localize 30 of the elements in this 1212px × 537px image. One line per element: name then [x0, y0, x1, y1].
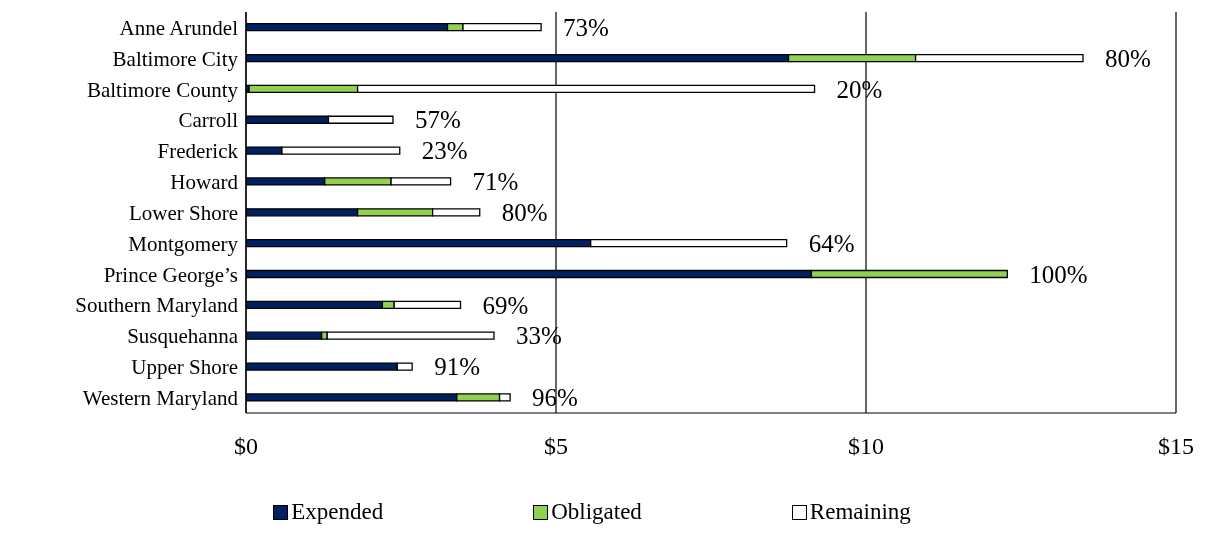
annotation: 100%: [1029, 260, 1088, 288]
y-tick-label: Western Maryland: [82, 386, 239, 411]
y-tick-label: Carroll: [178, 108, 239, 133]
y-tick-label: Montgomery: [128, 231, 239, 256]
annotation: 23%: [421, 137, 468, 165]
annotation: 80%: [501, 199, 548, 226]
y-tick-label: Baltimore City: [112, 46, 239, 71]
legend-label: Remaining: [808, 499, 911, 525]
annotation: 69%: [482, 291, 529, 319]
y-tick-label: Anne Arundel: [119, 15, 239, 40]
y-tick-label: Southern Maryland: [75, 293, 239, 318]
y-tick-label: Lower Shore: [128, 200, 238, 225]
y-tick-label: Upper Shore: [131, 355, 238, 380]
annotation: 80%: [1105, 44, 1151, 72]
annotation: 71%: [472, 168, 519, 196]
x-tick-label: $0: [234, 433, 258, 460]
x-tick-label: $10: [848, 433, 884, 460]
x-tick-label: $5: [544, 433, 568, 460]
annotation: 64%: [808, 229, 855, 257]
y-tick-label: Baltimore County: [86, 77, 239, 102]
annotation: 73%: [563, 13, 609, 41]
legend-label: Expended: [290, 499, 384, 525]
y-tick-label: Frederick: [157, 139, 239, 164]
x-tick-label: $15: [1158, 433, 1194, 460]
annotation: 57%: [414, 106, 461, 134]
y-tick-label: Prince George’s: [103, 262, 238, 287]
legend-label: Obligated: [550, 499, 642, 525]
annotation: 91%: [434, 353, 480, 381]
y-tick-label: Susquehanna: [127, 324, 239, 349]
y-tick-label: Howard: [170, 170, 239, 195]
